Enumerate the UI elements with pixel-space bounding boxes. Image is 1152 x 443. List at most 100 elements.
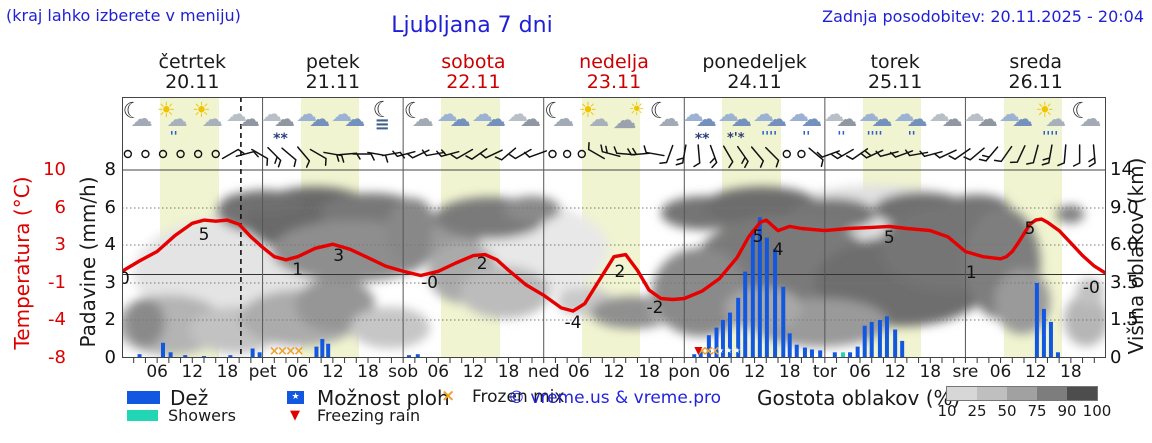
frozen-mix-marker: × — [269, 344, 280, 359]
cloud-blob — [386, 197, 438, 266]
wind-barb-icon — [963, 147, 985, 161]
cloud-glyph: ☁ — [871, 107, 893, 131]
moon-cloud-icon: ☾ ☁ — [542, 100, 580, 146]
temp-value-label: 5 — [1024, 219, 1035, 239]
cloud-blob — [350, 306, 431, 349]
wind-barb-icon — [309, 148, 327, 166]
precip-bar — [841, 352, 846, 358]
precip-bar — [326, 343, 331, 358]
precip-bar — [161, 342, 165, 358]
clouds-icon: ☁ ☁ — [929, 100, 967, 146]
cloud-density-scale — [946, 386, 1098, 401]
location-hint[interactable]: (kraj lahko izberete v meniju) — [6, 6, 241, 25]
cloud-glyph: ☁ — [239, 107, 260, 131]
wind-barb-icon — [765, 146, 780, 168]
sleet-marks: *'* — [727, 131, 745, 146]
freezing-rain-marker — [694, 347, 703, 355]
cloud-glyph: ☁ — [731, 107, 752, 131]
cloud-glyph: ☁ — [753, 102, 775, 126]
wind-barb-icon — [1009, 145, 1026, 164]
time-tick-label: 12 — [462, 362, 485, 382]
wind-barb-icon — [693, 144, 701, 168]
cloud-sun-icon: ☀ ☁ — [613, 100, 651, 146]
cloud-blob — [222, 191, 302, 212]
wind-barb-icon — [509, 148, 532, 160]
precip-bar — [855, 346, 860, 358]
moon-cloud-icon: ☾ ☁ — [1069, 100, 1107, 146]
clouds-icon: ☁ ☁ — [507, 100, 545, 146]
axis-tick-label: 3.5 — [1110, 272, 1139, 293]
cloud-density-value: 10 — [937, 402, 957, 420]
precip-bar — [877, 320, 882, 358]
fog-glyph: ≡ — [374, 114, 390, 135]
time-tick-label: 12 — [743, 362, 766, 382]
cloud-glyph: ☁ — [941, 107, 963, 131]
freezing-rain-label: Freezing rain — [317, 406, 421, 425]
rain-marks: '' — [837, 130, 846, 145]
time-tick-label: 18 — [357, 362, 379, 382]
clouds-icon: ☁ ☁ — [226, 100, 264, 146]
precip-bar — [228, 355, 233, 358]
precip-bar — [900, 340, 905, 358]
wind-barb-icon — [919, 150, 943, 158]
snow-marks: ** — [273, 131, 288, 147]
precip-bar — [743, 271, 748, 358]
frozen-mix-marker: × — [293, 344, 304, 359]
wind-barb-icon — [392, 150, 416, 158]
day-boundary-label: tor — [812, 362, 837, 382]
time-tick-label: 06 — [989, 362, 1012, 382]
axis-tick-label: 6.0 — [1110, 234, 1139, 255]
cloud-glyph: ☁ — [964, 102, 985, 126]
watermark[interactable]: © vreme.us & vreme.pro — [508, 388, 722, 408]
time-tick-label: 12 — [322, 362, 344, 382]
cloud-blob — [1063, 293, 1106, 347]
day-boundary-label: pet — [248, 362, 277, 382]
cloud-glyph: ☁ — [449, 107, 471, 131]
cloud-glyph: ☁ — [657, 107, 680, 132]
cloud-glyph: ☁ — [977, 107, 998, 131]
time-tick-label: 12 — [1024, 362, 1047, 382]
wind-barb-icon — [221, 148, 245, 160]
sun-glyph: ☀ — [1035, 98, 1055, 122]
axis-tick-label: 3 — [54, 234, 66, 255]
blue-clouds-icon: ☁ ☁ — [999, 100, 1037, 146]
wind-barb-icon — [352, 153, 375, 161]
wind-barb-icon — [675, 144, 687, 166]
wind-barb-icon — [281, 147, 297, 168]
cloud-density-legend-label: Gostota oblakov (%) — [757, 386, 961, 410]
precip-bar — [137, 354, 142, 358]
wind-barb-icon — [267, 146, 282, 168]
page-title: Ljubljana 7 dni — [391, 13, 553, 38]
chance-of-showers-label: Možnost ploh — [317, 386, 450, 410]
axis-tick-label: -1 — [48, 272, 66, 293]
precip-bar — [773, 248, 778, 358]
calm-wind-icon — [176, 149, 185, 159]
time-tick-label: 18 — [638, 362, 660, 382]
axis-tick-label: 3 — [104, 272, 116, 293]
cloud-blob — [1056, 205, 1085, 224]
precip-bar — [1041, 308, 1046, 358]
cloud-blob — [1076, 277, 1105, 307]
precip-bar — [884, 316, 889, 358]
temp-value-label: 5 — [199, 225, 210, 245]
precip-bar — [1055, 352, 1060, 358]
temperature-axis-label: Temperatura (°C) — [10, 176, 34, 350]
wind-barb-icon — [948, 148, 971, 160]
cloud-glyph: ☁ — [507, 102, 529, 126]
calm-wind-icon — [782, 149, 791, 159]
showers-legend-label: Showers — [168, 406, 236, 425]
precip-bar — [794, 344, 799, 358]
moon-cloud-icon: ☾ ☁ — [402, 100, 440, 146]
axis-tick-label: -8 — [48, 347, 66, 368]
time-tick-label: 06 — [146, 362, 168, 382]
blue-clouds-icon: ☁ ☁ — [331, 100, 369, 146]
axis-tick-label: 8 — [104, 159, 116, 180]
cloud-glyph: ☁ — [836, 107, 858, 131]
moon-glyph: ☾ — [403, 99, 424, 124]
cloud-glyph: ☁ — [331, 102, 353, 126]
cloud-glyph: ☁ — [296, 102, 318, 126]
wind-barb-icon — [1072, 144, 1081, 167]
cloud-glyph: ☁ — [1045, 107, 1067, 131]
cloud-glyph: ☁ — [411, 107, 434, 132]
